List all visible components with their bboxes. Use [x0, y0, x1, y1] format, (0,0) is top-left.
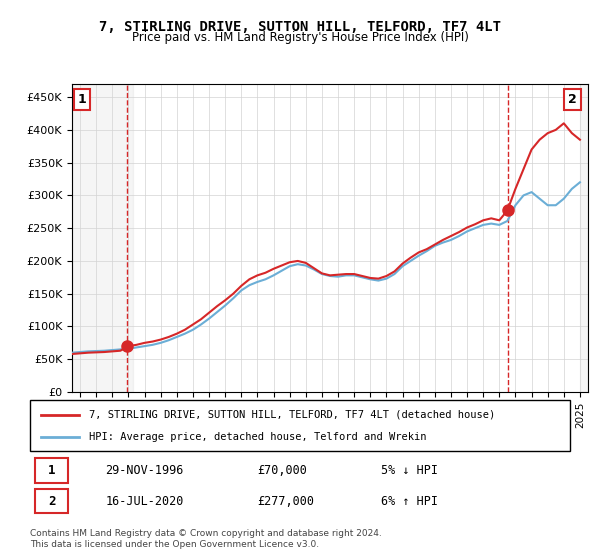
- Text: Price paid vs. HM Land Registry's House Price Index (HPI): Price paid vs. HM Land Registry's House …: [131, 31, 469, 44]
- Text: £70,000: £70,000: [257, 464, 307, 477]
- FancyBboxPatch shape: [35, 489, 68, 514]
- Text: 7, STIRLING DRIVE, SUTTON HILL, TELFORD, TF7 4LT: 7, STIRLING DRIVE, SUTTON HILL, TELFORD,…: [99, 20, 501, 34]
- Bar: [72, 84, 133, 392]
- Text: £277,000: £277,000: [257, 494, 314, 508]
- Text: 16-JUL-2020: 16-JUL-2020: [106, 494, 184, 508]
- Text: 1: 1: [48, 464, 55, 477]
- Text: 29-NOV-1996: 29-NOV-1996: [106, 464, 184, 477]
- FancyBboxPatch shape: [35, 458, 68, 483]
- Bar: [580, 84, 588, 392]
- Text: 2: 2: [48, 494, 55, 508]
- Text: 6% ↑ HPI: 6% ↑ HPI: [381, 494, 438, 508]
- Text: 5% ↓ HPI: 5% ↓ HPI: [381, 464, 438, 477]
- Text: 2: 2: [568, 93, 577, 106]
- Text: Contains HM Land Registry data © Crown copyright and database right 2024.
This d: Contains HM Land Registry data © Crown c…: [30, 529, 382, 549]
- Text: 1: 1: [78, 93, 86, 106]
- FancyBboxPatch shape: [30, 400, 570, 451]
- Text: 7, STIRLING DRIVE, SUTTON HILL, TELFORD, TF7 4LT (detached house): 7, STIRLING DRIVE, SUTTON HILL, TELFORD,…: [89, 409, 496, 419]
- Text: HPI: Average price, detached house, Telford and Wrekin: HPI: Average price, detached house, Telf…: [89, 432, 427, 442]
